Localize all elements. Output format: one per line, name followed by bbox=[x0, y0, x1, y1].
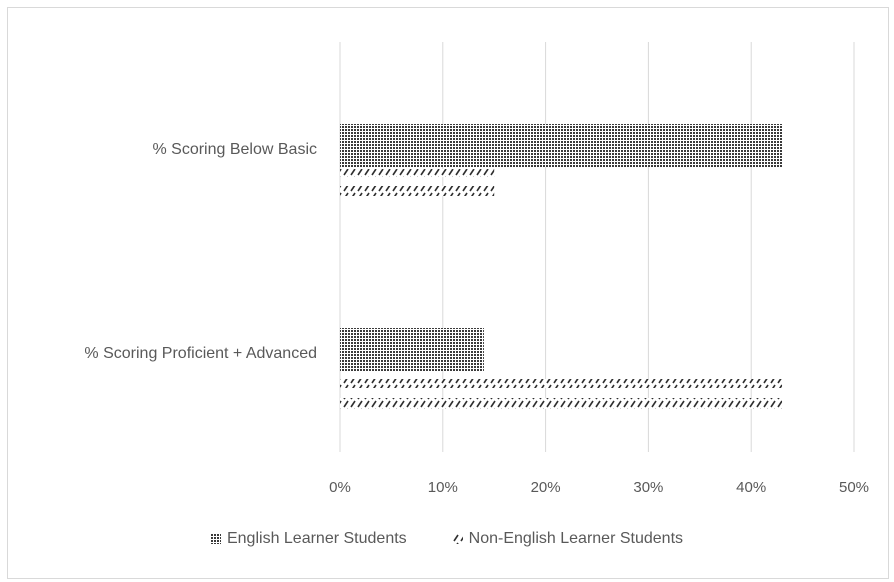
bar-0-0-0 bbox=[340, 124, 783, 167]
bar-1-0-0 bbox=[340, 328, 484, 371]
legend-swatch-hatch bbox=[452, 534, 463, 544]
x-tick-label-5: 50% bbox=[839, 479, 869, 496]
legend: English Learner Students Non-English Lea… bbox=[0, 530, 894, 548]
bar-1-1-2 bbox=[340, 398, 783, 409]
category-labels: % Scoring Below Basic % Scoring Proficien… bbox=[84, 141, 317, 362]
bar-1-1-1 bbox=[340, 379, 783, 388]
x-tick-label-4: 40% bbox=[736, 479, 766, 496]
legend-item-non-english-learner: Non-English Learner Students bbox=[452, 530, 684, 548]
legend-label-english-learner: English Learner Students bbox=[226, 530, 407, 547]
bar-0-1-2 bbox=[340, 186, 495, 196]
x-tick-label-3: 30% bbox=[633, 479, 663, 496]
legend-label-non-english-learner: Non-English Learner Students bbox=[468, 530, 684, 547]
gridlines bbox=[339, 42, 855, 452]
legend-swatch-dots bbox=[210, 534, 221, 544]
x-tick-label-1: 10% bbox=[428, 479, 458, 496]
category-label-1: % Scoring Proficient + Advanced bbox=[84, 345, 317, 362]
category-label-0: % Scoring Below Basic bbox=[152, 141, 317, 158]
x-axis-tick-labels: 0% 10% 20% 30% 40% 50% bbox=[329, 479, 869, 496]
chart-area bbox=[7, 7, 889, 579]
bars bbox=[340, 124, 783, 409]
bar-0-1-1 bbox=[340, 169, 495, 177]
legend-item-english-learner: English Learner Students bbox=[210, 530, 407, 548]
x-tick-label-2: 20% bbox=[531, 479, 561, 496]
x-tick-label-0: 0% bbox=[329, 479, 351, 496]
